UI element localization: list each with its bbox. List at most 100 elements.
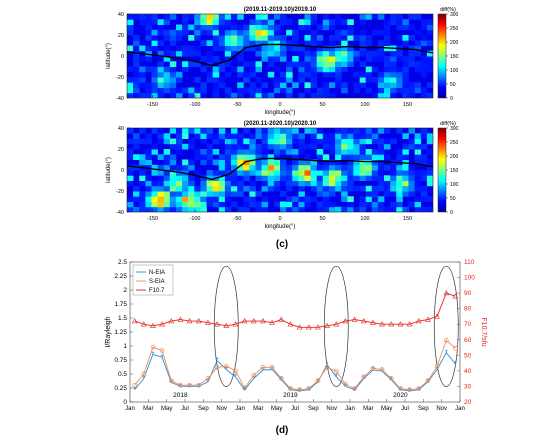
heatmap-cell — [212, 45, 220, 52]
heatmap-cell — [127, 138, 134, 145]
heatmap-cell — [316, 138, 324, 145]
heatmap-cell — [292, 159, 299, 166]
y-tick-label-right: 70 — [464, 321, 472, 328]
heatmap-cell — [426, 29, 433, 36]
heatmap-cell — [329, 180, 336, 187]
heatmap-cell — [273, 143, 281, 150]
y-tick-label-right: 80 — [464, 306, 472, 313]
heatmap-cell — [341, 66, 348, 73]
heatmap-cell — [420, 133, 428, 139]
y-tick-label-left: 1 — [123, 343, 127, 350]
heatmap-cell — [206, 77, 214, 83]
heatmap-cell — [157, 185, 165, 192]
heatmap-cell — [151, 201, 158, 208]
heatmap-cell — [273, 133, 281, 139]
heatmap-cell — [206, 40, 214, 46]
heatmap-cell — [292, 206, 299, 212]
heatmap-cell — [249, 170, 256, 176]
heatmap-cell — [255, 149, 262, 155]
heatmap-cell — [218, 159, 226, 166]
heatmap-cell — [335, 185, 342, 192]
heatmap-cell — [224, 138, 232, 145]
heatmap-cell — [212, 66, 220, 73]
heatmap-cell — [188, 143, 195, 150]
heatmap-cell — [280, 87, 287, 94]
heatmap-cell — [243, 175, 250, 181]
heatmap-cell — [304, 170, 311, 176]
heatmap-cell — [310, 19, 318, 25]
heatmap-cell — [243, 185, 250, 192]
heatmap-cell — [402, 149, 409, 155]
heatmap-cell — [231, 180, 238, 187]
heatmap-cell — [335, 175, 342, 181]
heatmap-cell — [384, 71, 391, 78]
heatmap-cell — [224, 133, 232, 139]
heatmap-cell — [304, 180, 311, 187]
y-tick-label-right: 110 — [464, 259, 475, 266]
marker-s-eia — [260, 364, 266, 370]
magnetic-equator-line — [126, 157, 434, 181]
heatmap-cell — [237, 29, 244, 36]
heatmap-cell — [200, 159, 207, 166]
heatmap-cell — [359, 175, 367, 181]
heatmap-cell — [133, 133, 140, 139]
heatmap-cell — [218, 128, 226, 134]
heatmap-cell — [267, 143, 275, 150]
heatmap-cell — [273, 29, 281, 36]
y-tick-label-left: 2.25 — [114, 273, 127, 280]
heatmap-cell — [237, 82, 244, 88]
heatmap-cell — [255, 159, 262, 166]
marker-n-eia: * — [225, 365, 228, 374]
heatmap-cell — [231, 66, 238, 73]
heatmap-cell — [359, 45, 367, 52]
heatmap-cell — [255, 87, 262, 94]
heatmap-cell — [426, 50, 433, 57]
heatmap-cell — [335, 82, 342, 88]
heatmap-cell — [163, 201, 171, 208]
heatmap-cell — [200, 19, 207, 25]
marker-f107 — [333, 321, 340, 327]
heatmap-cell — [359, 82, 367, 88]
marker-s-eia — [453, 345, 458, 351]
heatmap-cell — [402, 40, 409, 46]
marker-s-eia — [297, 387, 302, 393]
heatmap-cell — [145, 29, 152, 36]
x-tick-label: Nov — [436, 406, 447, 412]
y-tick-label: -40 — [116, 96, 124, 102]
heatmap-cell — [359, 164, 367, 171]
heatmap-cell — [286, 45, 293, 52]
heatmap-cell — [206, 71, 214, 78]
y-tick-label-right: 20 — [464, 399, 472, 406]
heatmap-cell — [249, 24, 256, 31]
heatmap-cell — [402, 154, 409, 160]
heatmap-cell — [133, 154, 140, 160]
heatmap-cell — [157, 40, 165, 46]
heatmap-cell — [420, 92, 428, 98]
marker-s-eia — [352, 386, 357, 391]
heatmap-cell — [359, 138, 367, 145]
marker-f107 — [250, 318, 257, 324]
heatmap-cell — [310, 77, 318, 83]
heatmap-cell — [347, 159, 354, 166]
heatmap-cell — [127, 154, 134, 160]
heatmap-cell — [292, 154, 299, 160]
heatmap-cell — [243, 159, 250, 166]
marker-f107 — [159, 321, 165, 327]
heatmap-cell — [243, 138, 250, 145]
y-axis-label: latitude(°) — [106, 157, 112, 183]
heatmap-cell — [316, 149, 324, 155]
x-tick-label: 150 — [403, 216, 412, 222]
heatmap-cell — [310, 29, 318, 36]
heatmap-cell — [280, 159, 287, 166]
series-line-s-eia — [134, 339, 456, 391]
heatmap-cell — [194, 206, 201, 212]
heatmap-cell — [273, 185, 281, 192]
heatmap-cell — [310, 35, 318, 41]
heatmap-cell — [133, 206, 140, 212]
marker-s-eia — [333, 368, 339, 374]
heatmap-cell — [224, 206, 232, 212]
x-tick-label: -50 — [234, 102, 242, 108]
heatmap-cell — [218, 35, 226, 41]
heatmap-cell — [384, 175, 391, 181]
heatmap-cell — [194, 14, 201, 20]
